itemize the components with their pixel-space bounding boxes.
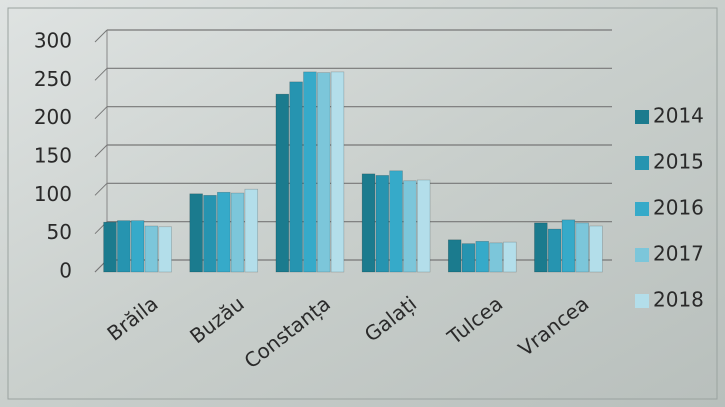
grid-line	[94, 144, 108, 158]
bar	[447, 239, 462, 273]
legend-label: 2017	[653, 242, 704, 266]
grid-line	[94, 29, 108, 43]
grid-line	[94, 106, 108, 120]
grid-line	[94, 182, 108, 196]
legend-swatch	[635, 156, 649, 170]
bar	[289, 81, 303, 273]
bar	[416, 179, 431, 273]
bar	[317, 72, 331, 273]
bar	[103, 221, 117, 273]
bar	[475, 241, 489, 273]
legend-label: 2016	[653, 196, 704, 220]
y-tick-label: 100	[34, 182, 72, 206]
y-tick-label: 50	[47, 220, 72, 244]
bar	[534, 222, 548, 273]
bar	[130, 220, 145, 273]
bar	[330, 71, 345, 273]
bar	[158, 226, 172, 273]
bar	[144, 225, 159, 273]
y-tick-label: 300	[34, 29, 72, 53]
legend-swatch	[635, 110, 649, 124]
bar	[361, 173, 376, 273]
bar	[489, 242, 503, 273]
bar	[389, 170, 403, 273]
legend-label: 2014	[653, 104, 704, 128]
frame	[7, 7, 718, 400]
y-tick-label: 0	[59, 259, 72, 283]
bar	[547, 228, 562, 273]
bar	[203, 195, 217, 273]
bar	[461, 243, 476, 273]
bar	[575, 222, 589, 273]
y-tick-label: 200	[34, 105, 72, 129]
bar	[403, 180, 417, 273]
bar	[217, 191, 231, 273]
legend-swatch	[635, 294, 649, 308]
bar	[275, 93, 290, 273]
legend-label: 2015	[653, 150, 704, 174]
bar	[189, 193, 203, 273]
y-tick-label: 150	[34, 144, 72, 168]
legend-swatch	[635, 248, 649, 262]
bar	[375, 175, 389, 273]
bar	[244, 188, 259, 273]
legend-swatch	[635, 202, 649, 216]
bar	[589, 225, 603, 273]
bar	[230, 192, 245, 273]
y-tick-label: 250	[34, 67, 72, 91]
bar	[117, 220, 131, 273]
grid-line	[94, 67, 108, 81]
bar	[503, 241, 517, 273]
bar	[561, 219, 576, 273]
bar	[303, 71, 317, 273]
legend-label: 2018	[653, 288, 704, 312]
